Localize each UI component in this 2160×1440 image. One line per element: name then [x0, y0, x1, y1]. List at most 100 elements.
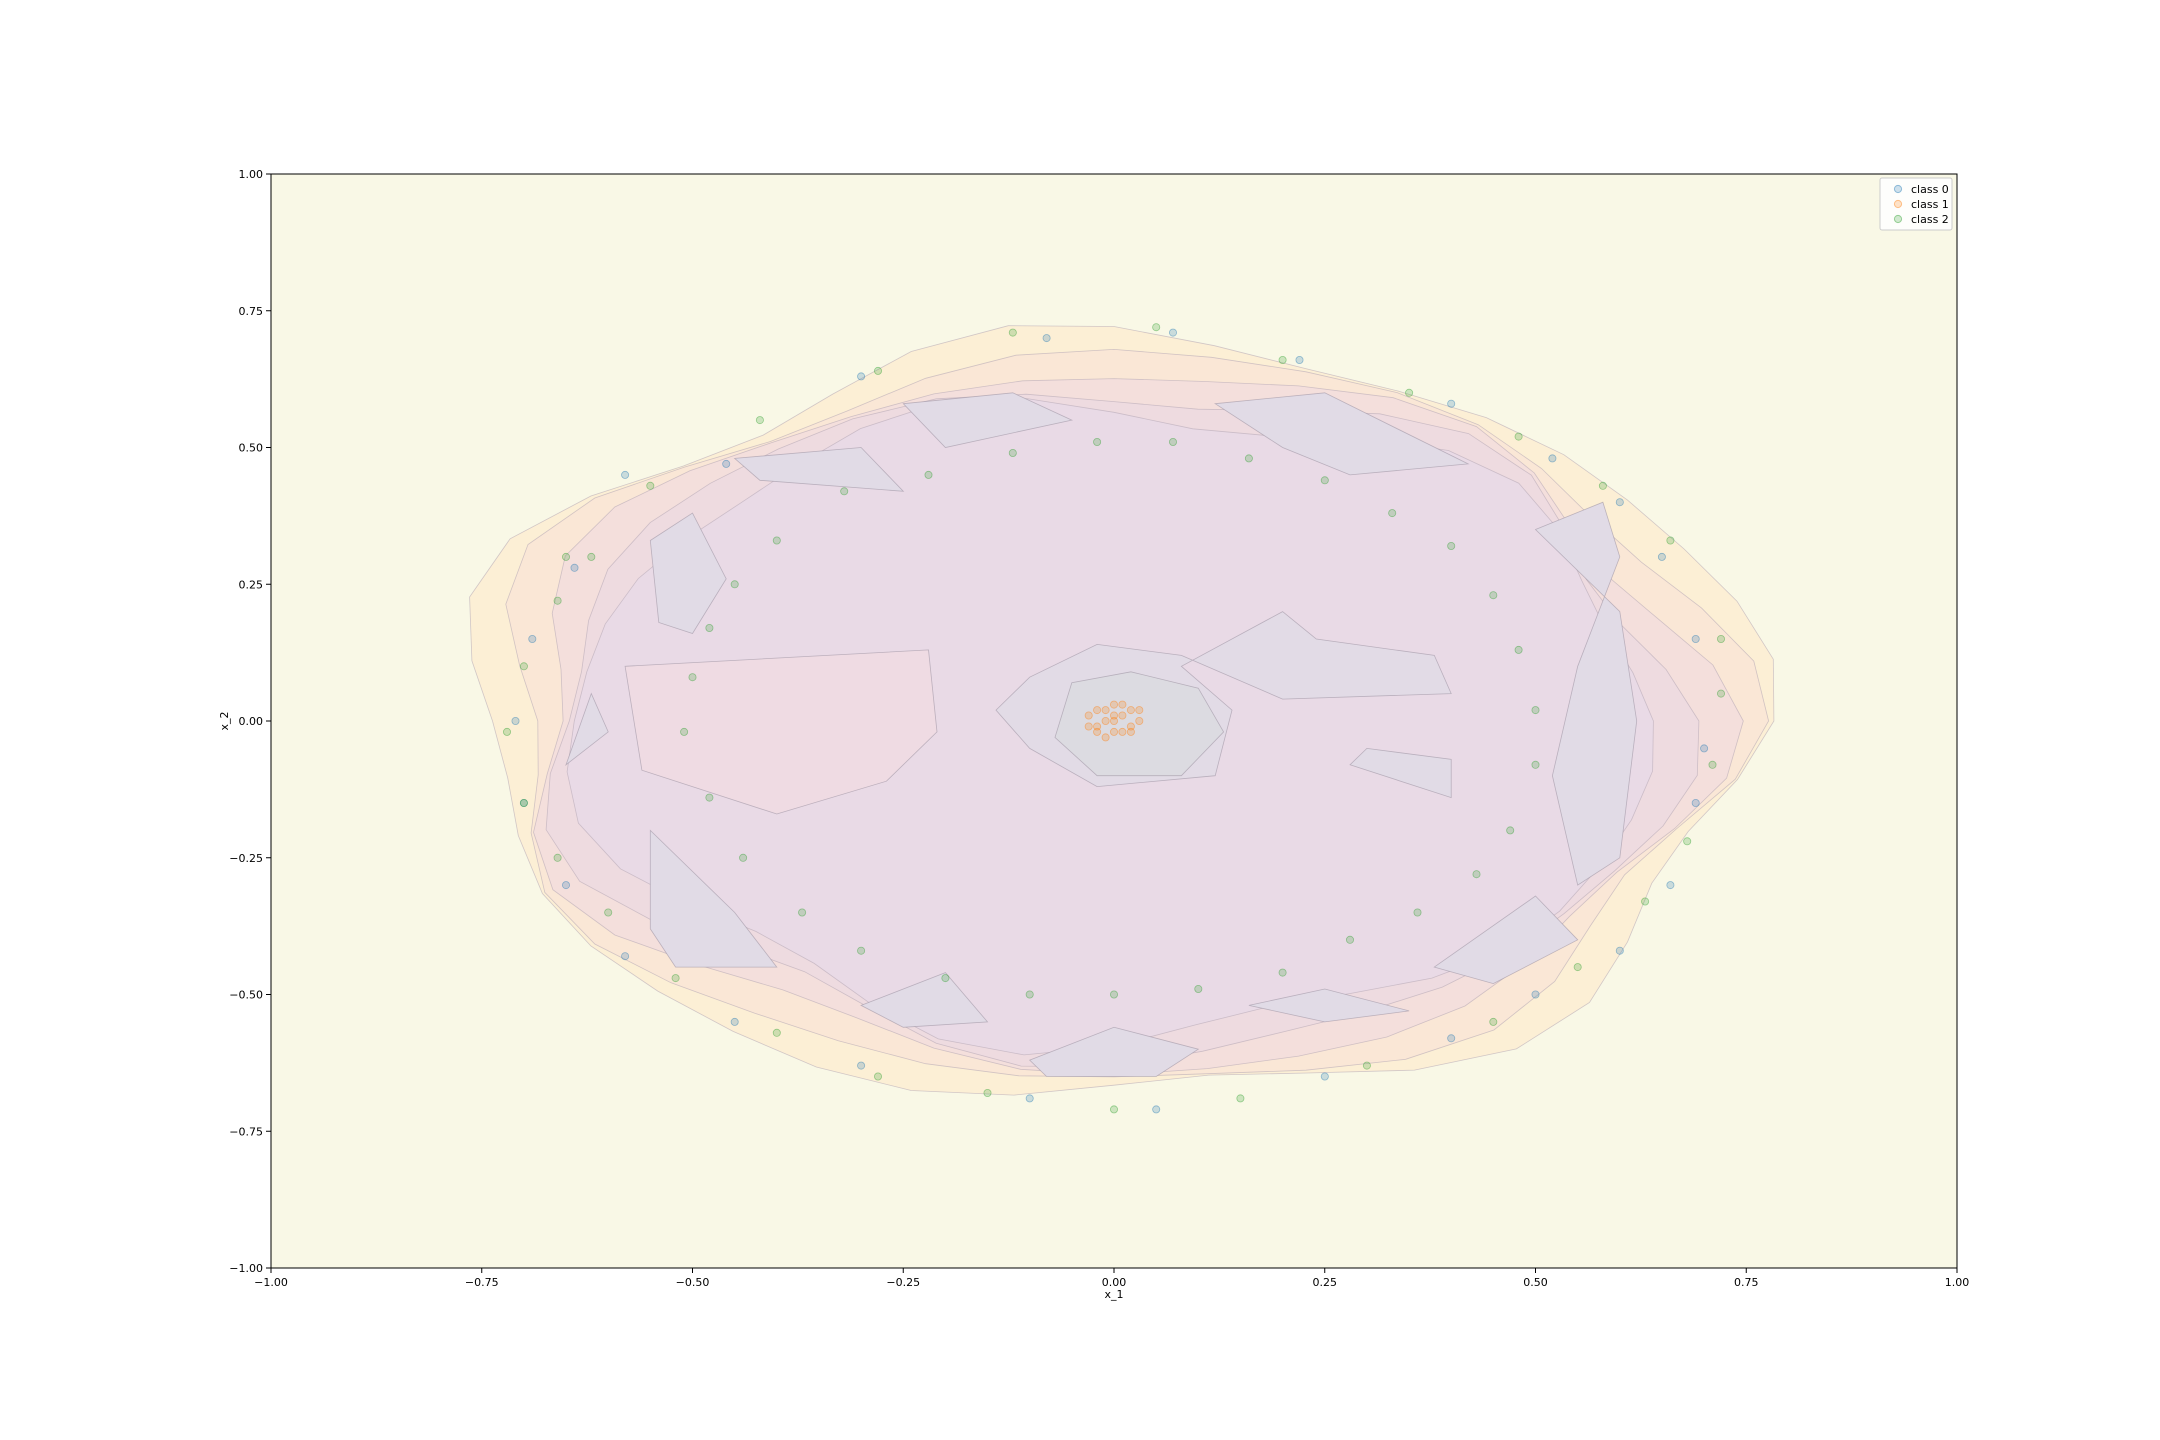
data-point-class-0 [1169, 328, 1178, 337]
scatter-points [502, 323, 1726, 1114]
legend-box [1879, 177, 1953, 231]
x-tick-label: −0.75 [465, 1276, 499, 1289]
data-point-class-2 [688, 673, 697, 682]
data-point-class-2 [519, 799, 528, 808]
x-tick-label: 1.00 [1945, 1276, 1970, 1289]
data-point-class-2 [1717, 635, 1726, 644]
x-tick-label: −1.00 [254, 1276, 288, 1289]
data-point-class-2 [1025, 990, 1034, 999]
data-point-class-1 [1110, 717, 1119, 726]
contour-patch [649, 829, 778, 968]
y-axis-label: x_2 [218, 711, 231, 730]
data-point-class-1 [1118, 700, 1127, 709]
x-tick-label: 0.25 [1313, 1276, 1338, 1289]
data-point-class-2 [798, 908, 807, 917]
contour-patch [1534, 501, 1638, 886]
data-point-class-2 [1362, 1061, 1371, 1070]
data-point-class-1 [1126, 706, 1135, 715]
data-point-class-0 [1152, 1105, 1161, 1114]
data-point-class-2 [519, 662, 528, 671]
data-point-class-0 [1447, 399, 1456, 408]
data-point-class-1 [1101, 717, 1110, 726]
y-tick-label: −1.00 [229, 1262, 263, 1275]
contour-patch [624, 649, 938, 815]
data-point-class-2 [840, 487, 849, 496]
data-point-class-0 [1320, 1072, 1329, 1081]
x-axis-ticks: −1.00 −0.75 −0.50 −0.25 0.00 0.25 0.50 0.75 1.00 [254, 1268, 1969, 1289]
data-point-class-2 [983, 1089, 992, 1098]
data-point-class-1 [1093, 706, 1102, 715]
data-point-class-0 [722, 459, 731, 468]
data-point-class-2 [1708, 760, 1717, 769]
data-point-class-2 [730, 580, 739, 589]
data-point-class-0 [570, 563, 579, 572]
data-point-class-2 [1489, 591, 1498, 600]
data-point-class-1 [1110, 711, 1119, 720]
legend: class 0 class 1 class 2 [1879, 177, 1953, 231]
y-tick-label: −0.75 [229, 1125, 263, 1138]
data-point-class-1 [1101, 733, 1110, 742]
legend-marker [1893, 199, 1903, 209]
data-point-class-1 [1110, 727, 1119, 736]
data-point-class-1 [1093, 727, 1102, 736]
data-point-class-2 [587, 552, 596, 561]
data-point-class-2 [874, 1072, 883, 1081]
data-point-class-0 [857, 372, 866, 381]
data-point-class-1 [1084, 722, 1093, 731]
data-point-class-1 [1135, 717, 1144, 726]
data-point-class-2 [1506, 826, 1515, 835]
data-point-class-0 [857, 1061, 866, 1070]
contour-patch [565, 692, 609, 766]
data-point-class-2 [1683, 837, 1692, 846]
contour-patch [1028, 1026, 1200, 1077]
data-point-class-2 [755, 416, 764, 425]
contour-patch [1054, 671, 1225, 777]
contour-patch [733, 447, 905, 492]
data-point-class-2 [1641, 897, 1650, 906]
y-tick-label: 0.00 [239, 715, 264, 728]
data-point-class-2 [874, 366, 883, 375]
data-point-class-2 [1472, 870, 1481, 879]
data-point-class-2 [1194, 985, 1203, 994]
x-tick-label: 0.75 [1734, 1276, 1759, 1289]
data-point-class-1 [1110, 700, 1119, 709]
data-point-class-2 [1666, 536, 1675, 545]
data-point-class-2 [1008, 328, 1017, 337]
data-point-class-1 [1101, 706, 1110, 715]
data-point-class-2 [1717, 689, 1726, 698]
data-point-class-2 [1514, 645, 1523, 654]
data-point-class-2 [924, 470, 933, 479]
data-point-class-1 [1135, 706, 1144, 715]
data-point-class-2 [1008, 448, 1017, 457]
legend-marker [1893, 184, 1903, 194]
y-tick-label: 0.50 [239, 442, 264, 455]
y-tick-label: 0.75 [239, 305, 264, 318]
data-point-class-0 [1657, 552, 1666, 561]
plot-area [271, 174, 1957, 1268]
data-point-class-2 [1413, 908, 1422, 917]
data-point-class-1 [1084, 711, 1093, 720]
data-point-class-2 [1531, 706, 1540, 715]
data-point-class-2 [680, 727, 689, 736]
y-tick-label: −0.50 [229, 989, 263, 1002]
data-point-class-2 [1531, 760, 1540, 769]
data-point-class-0 [562, 881, 571, 890]
data-point-class-0 [1548, 454, 1557, 463]
data-point-class-0 [528, 635, 537, 644]
data-point-class-2 [1598, 481, 1607, 490]
data-point-class-0 [1531, 990, 1540, 999]
data-point-class-2 [941, 974, 950, 983]
data-point-class-2 [1514, 432, 1523, 441]
data-point-class-2 [772, 536, 781, 545]
data-point-class-1 [1093, 722, 1102, 731]
data-point-class-2 [1110, 990, 1119, 999]
data-point-class-2 [502, 727, 511, 736]
contour-patch [649, 512, 727, 634]
y-tick-label: 1.00 [239, 168, 264, 181]
data-point-class-2 [1346, 935, 1355, 944]
data-point-class-2 [1278, 355, 1287, 364]
y-axis-ticks: −1.00 −0.75 −0.50 −0.25 0.00 0.25 0.50 0.75 1.00 [229, 168, 271, 1275]
legend-label: class 1 [1911, 198, 1949, 211]
data-point-class-2 [562, 552, 571, 561]
